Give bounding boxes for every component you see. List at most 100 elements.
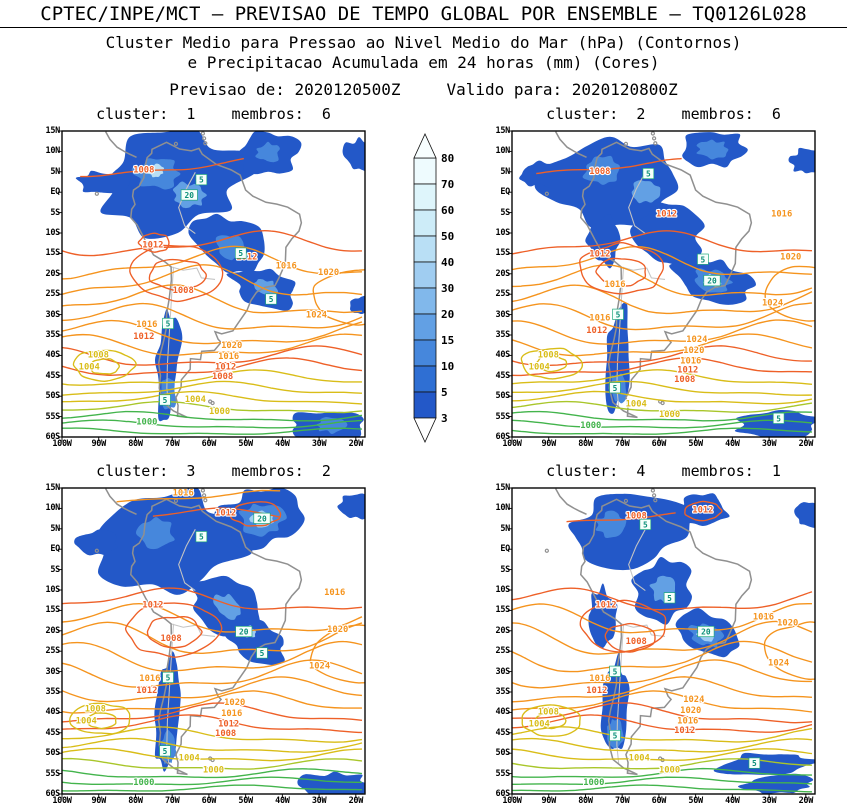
- lat-tick-label: 25S: [495, 289, 511, 300]
- isobar-label: 1020: [780, 252, 801, 262]
- precip-label-box: [256, 647, 268, 659]
- closed-isobar: [579, 242, 664, 295]
- precip-label: 5: [166, 319, 171, 328]
- isobar-line: [536, 157, 682, 175]
- isobar-label: 1020: [683, 346, 704, 356]
- isobar-label: 1012: [215, 363, 236, 373]
- lat-tick-label: 5S: [500, 207, 510, 218]
- panel-cluster-4: cluster: 4 membros: 1 15N 10N 5N EQ 5S 10S 15S 2…: [478, 462, 824, 803]
- isobar-label: 1004: [529, 363, 550, 373]
- lon-tick-label: 90W: [541, 796, 556, 803]
- precip-shading: [630, 201, 705, 269]
- isobar-label: 1008: [88, 350, 109, 360]
- isobar-label: 1016: [753, 613, 774, 623]
- isobar-label: 1020: [777, 619, 798, 629]
- island-outline: [623, 498, 629, 503]
- island-outline: [200, 488, 206, 493]
- central-america-coast: [104, 488, 137, 516]
- forecast-valid-label: Valido para:: [446, 80, 563, 99]
- isobar-line: [62, 676, 363, 703]
- lat-tick-label: 15N: [495, 483, 511, 493]
- closed-isobar: [579, 599, 667, 653]
- central-america-coast: [554, 131, 587, 159]
- lon-tick-label: 40W: [725, 796, 740, 803]
- closed-isobar: [604, 622, 656, 653]
- coastline-layer: [544, 131, 753, 419]
- lon-tick-label: 80W: [128, 439, 143, 449]
- isobar-label: 1012: [142, 600, 163, 610]
- isobar-label: 1016: [677, 717, 698, 727]
- precip-label-box: [663, 592, 676, 604]
- isobar-line: [62, 768, 363, 779]
- isobar-line: [62, 621, 363, 654]
- isobar-line: [512, 400, 813, 413]
- lon-tick-label: 70W: [164, 796, 180, 803]
- lat-tick-label: 25S: [45, 289, 61, 300]
- island-outline: [94, 548, 99, 553]
- closed-isobar: [764, 265, 815, 322]
- lat-tick-label: 40S: [495, 350, 511, 361]
- lon-tick-label: 90W: [91, 796, 106, 803]
- precip-shading: [342, 137, 365, 171]
- map-layers: 1016101210121008101610201024101610121020…: [62, 488, 365, 794]
- colorbar-level-label: 15: [441, 334, 454, 347]
- isobar-label: 1016: [589, 674, 610, 684]
- lat-tick-label: 5S: [50, 564, 60, 575]
- lon-tick-label: 70W: [164, 439, 180, 449]
- precip-shading: [350, 295, 365, 315]
- isobar-label: 1004: [179, 753, 200, 763]
- closed-isobar: [229, 501, 282, 527]
- map-frame: [511, 487, 816, 795]
- lat-tick-label: 20S: [495, 268, 511, 279]
- lat-tick-label: 45S: [495, 370, 511, 381]
- lat-tick-label: 30S: [45, 309, 61, 320]
- closed-isobar: [146, 615, 203, 649]
- isobar-line: [512, 737, 813, 753]
- closed-isobar: [309, 624, 365, 684]
- map-frame: [61, 487, 366, 795]
- isobar-label: 1016: [173, 489, 194, 499]
- forecast-times: Previsao de: 2020120500Z Valido para: 20…: [0, 80, 847, 99]
- coastline-layer: [544, 488, 753, 776]
- isobar-line: [62, 302, 363, 330]
- colorbar-cell: [413, 313, 437, 341]
- island-outline: [544, 191, 549, 196]
- isobar-line: [512, 245, 812, 276]
- lat-tick-label: 15N: [45, 483, 61, 493]
- isobar-line: [62, 380, 362, 396]
- precip-label-box: [703, 275, 721, 287]
- map-frame: [61, 130, 366, 438]
- precip-shading: [337, 493, 365, 520]
- isobar-label: 1004: [79, 363, 100, 373]
- country-border: [178, 172, 196, 234]
- isobar-line: [62, 784, 362, 792]
- isobar-label: 1000: [659, 410, 680, 420]
- forecast-init: Previsao de: 2020120500Z: [169, 80, 400, 99]
- isobar-line: [512, 776, 812, 786]
- closed-isobar: [85, 712, 117, 730]
- precip-shading: [519, 160, 560, 188]
- precip-label: 5: [643, 520, 648, 529]
- precip-shading: [594, 510, 627, 538]
- colorbar-arrow-down: [413, 417, 437, 443]
- axis-ticks: [507, 487, 807, 799]
- island-outline: [200, 131, 206, 136]
- precip-label: 5: [616, 310, 621, 319]
- colorbar-cell: [413, 339, 437, 367]
- isobar-label: 1008: [589, 167, 610, 177]
- map-frame: [511, 130, 816, 438]
- lat-tick-label: 20S: [45, 625, 61, 636]
- isobar-lines-layer: [512, 157, 815, 435]
- isobar-label: 1016: [771, 210, 792, 220]
- figure-title: CPTEC/INPE/MCT — PREVISAO DE TEMPO GLOBA…: [40, 3, 807, 25]
- isobar-label: 1016: [221, 709, 242, 719]
- closed-isobar: [763, 621, 815, 680]
- precip-label-box: [642, 167, 655, 180]
- isobar-label: 1016: [139, 674, 160, 684]
- precip-label: 5: [260, 649, 265, 658]
- lat-tick-label: EQ: [50, 544, 60, 555]
- island-outline: [203, 498, 208, 503]
- precip-shading: [136, 517, 175, 550]
